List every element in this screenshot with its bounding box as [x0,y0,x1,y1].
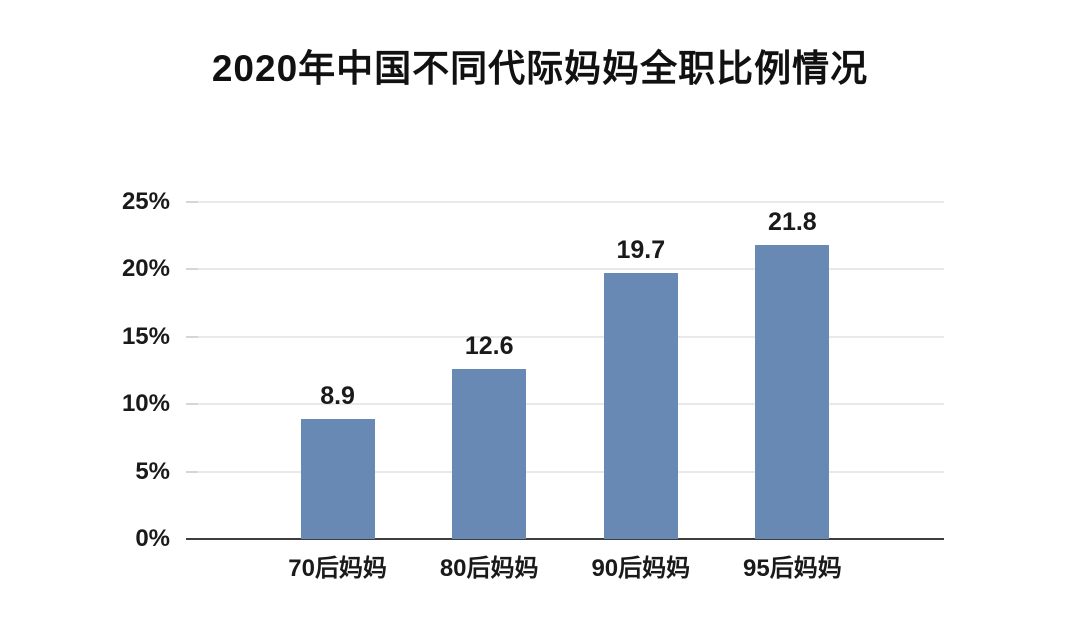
x-axis-category-label: 70后妈妈 [288,555,387,582]
y-axis-tick-label: 5% [135,457,170,485]
bar [300,419,375,539]
y-axis-tick-label: 0% [135,525,170,552]
y-tick-mark [186,268,198,271]
y-tick-mark [186,201,198,203]
y-tick-mark [186,335,198,338]
y-tick-mark [186,403,198,406]
chart-title: 2020年中国不同代际妈妈全职比例情况 [211,48,869,89]
bar [755,245,830,539]
bar-value-label: 19.7 [616,236,666,265]
y-axis-tick-label: 10% [121,390,170,418]
x-axis-line [186,538,944,540]
y-tick-mark [186,470,198,473]
gridline [186,201,944,203]
gridline [186,403,944,406]
y-axis-tick-label: 20% [121,255,170,283]
y-axis-tick-label: 15% [121,322,170,350]
x-axis-category-label: 95后妈妈 [743,555,842,582]
bar-value-label: 8.9 [320,382,355,411]
gridline [186,268,944,271]
bar [603,273,678,539]
plot-area: 25% 20% 15% 10% 5% 0% 8.9 70后妈妈 12.6 80后妈妈 19.7 90后… [122,190,944,581]
gridline [186,335,944,338]
bar [452,369,527,539]
x-axis-category-label: 80后妈妈 [439,555,539,582]
y-axis-tick-label: 25% [121,188,170,215]
x-axis-category-label: 90后妈妈 [591,555,691,582]
bar-value-label: 12.6 [464,332,514,361]
bar-value-label: 21.8 [768,208,817,237]
gridline [186,470,944,473]
